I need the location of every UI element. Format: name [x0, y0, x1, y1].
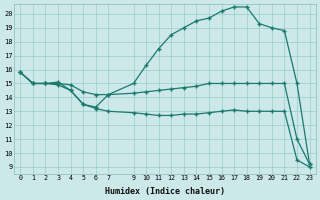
- X-axis label: Humidex (Indice chaleur): Humidex (Indice chaleur): [105, 187, 225, 196]
